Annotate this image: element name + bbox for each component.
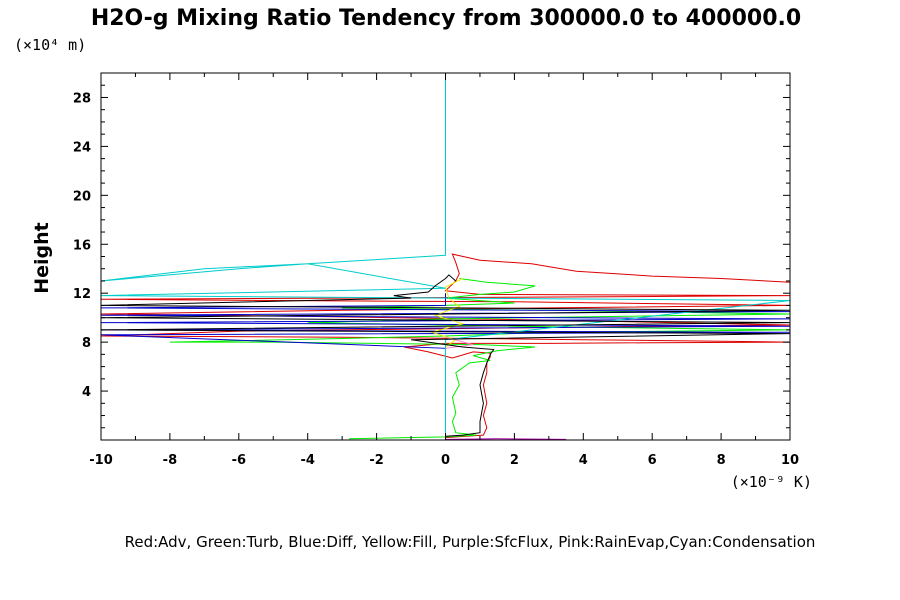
y-axis-label: Height [31,222,53,294]
series-line-sfcflux [445,438,567,440]
x-tick-label: -4 [300,453,314,468]
chart-title: H2O-g Mixing Ratio Tendency from 300000.… [91,6,801,31]
y-tick-label: 4 [82,385,91,400]
series-line-condensation [100,73,791,440]
y-tick-label: 8 [82,336,91,351]
y-tick-label: 12 [73,287,91,302]
y-tick-label: 28 [73,91,91,106]
x-tick-label: -8 [163,453,177,468]
x-tick-label: 6 [648,453,657,468]
series-line-diff [100,293,791,440]
y-tick-label: 24 [73,140,91,155]
series-layer [100,73,791,440]
x-tick-label: -10 [89,453,113,468]
x-tick-label: 10 [781,453,799,468]
y-tick-label: 20 [73,189,91,204]
x-tick-label: -2 [369,453,383,468]
series-line-turb [169,278,791,440]
x-unit-label: (×10⁻⁹ K) [731,473,812,491]
x-tick-label: 4 [579,453,588,468]
legend-text: Red:Adv, Green:Turb, Blue:Diff, Yellow:F… [125,533,816,551]
y-unit-label: (×10⁴ m) [14,36,86,54]
x-tick-label: -6 [232,453,246,468]
x-tick-label: 2 [510,453,519,468]
y-tick-label: 16 [73,238,91,253]
x-tick-label: 0 [441,453,450,468]
x-tick-label: 8 [717,453,726,468]
series-line-fill [429,278,465,348]
